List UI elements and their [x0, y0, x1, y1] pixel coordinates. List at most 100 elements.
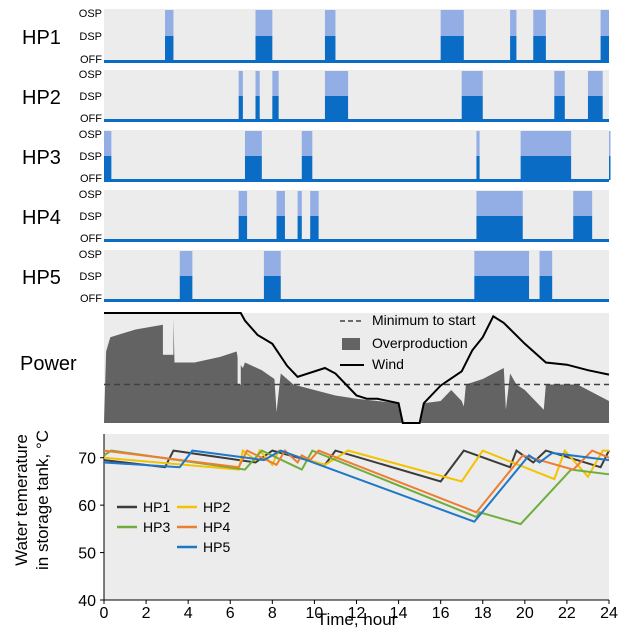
state-label-dsp: DSP — [79, 211, 102, 223]
osp-block — [324, 71, 349, 96]
hp-panel-hp4: OFF DSP OSP HP4 — [22, 189, 609, 245]
osp-block — [165, 10, 174, 36]
panel-background — [104, 70, 609, 122]
power-panel: Power Minimum to start Overproduction Wind — [20, 312, 610, 424]
series-line-hp5 — [103, 449, 610, 523]
x-axis-title: Time, hour — [317, 610, 398, 629]
state-label-dsp: DSP — [79, 91, 102, 103]
x-tick-label: 10 — [306, 605, 324, 622]
state-label-osp: OSP — [79, 249, 102, 261]
osp-block — [324, 10, 336, 36]
x-tick-label: 24 — [600, 605, 618, 622]
dsp-block — [255, 36, 273, 61]
osp-block — [539, 251, 553, 276]
x-tick-label: 12 — [348, 605, 366, 622]
osp-block — [238, 71, 243, 96]
y-tick-label: 40 — [78, 593, 96, 610]
dsp-block — [255, 96, 260, 120]
osp-block — [263, 251, 281, 276]
hp-panel-hp5: OFF DSP OSP HP5 — [22, 249, 609, 305]
legend-label: Overproduction — [372, 335, 468, 351]
state-label-off: OFF — [80, 54, 102, 66]
dsp-block — [297, 216, 302, 240]
dsp-block — [609, 156, 611, 180]
legend-label-hp1: HP1 — [143, 499, 170, 515]
osp-block — [520, 131, 572, 156]
osp-block — [255, 71, 260, 96]
dsp-block — [263, 276, 281, 300]
hp-panel-hp3: OFF DSP OSP HP3 — [22, 129, 611, 185]
y-axis-title-line1: Water temerature — [12, 434, 31, 566]
off-baseline — [104, 60, 609, 63]
y-tick-label: 70 — [78, 451, 96, 468]
state-label-osp: OSP — [79, 69, 102, 81]
state-label-off: OFF — [80, 233, 102, 245]
state-label-off: OFF — [80, 173, 102, 185]
hp-state-panels: OFF DSP OSP HP1 OFF DSP OSP HP2 OFF DSP OSP HP3 OFF D… — [22, 8, 611, 305]
y-tick-label: 60 — [78, 498, 96, 515]
hp-panel-hp2: OFF DSP OSP HP2 — [22, 69, 609, 125]
dsp-block — [244, 156, 262, 180]
series-line-hp1 — [103, 449, 610, 483]
state-label-osp: OSP — [79, 8, 102, 20]
osp-block — [276, 191, 285, 216]
osp-block — [272, 71, 279, 96]
state-label-osp: OSP — [79, 189, 102, 201]
off-baseline — [104, 299, 609, 302]
state-label-dsp: DSP — [79, 151, 102, 163]
state-label-off: OFF — [80, 293, 102, 305]
y-axis-title-line2: in storage tank, °C — [33, 430, 52, 570]
x-tick-label: 4 — [184, 605, 193, 622]
osp-block — [238, 191, 248, 216]
off-baseline — [104, 239, 609, 242]
state-label-dsp: DSP — [79, 271, 102, 283]
dsp-block — [324, 36, 336, 61]
osp-block — [476, 131, 480, 156]
osp-block — [179, 251, 193, 276]
dsp-block — [238, 96, 243, 120]
osp-block — [600, 10, 609, 36]
osp-block — [476, 191, 523, 216]
dsp-block — [238, 216, 248, 240]
osp-block — [461, 71, 483, 96]
x-tick-label: 2 — [142, 605, 151, 622]
legend-label: Wind — [372, 356, 404, 372]
y-axis-title: Water temerature in storage tank, °C — [12, 430, 52, 570]
osp-block — [609, 131, 611, 156]
overproduction-gap — [237, 313, 241, 385]
dsp-block — [510, 36, 517, 61]
legend-swatch-overproduction — [342, 338, 360, 350]
dsp-block — [476, 216, 523, 240]
off-baseline — [104, 179, 609, 182]
legend-label: Minimum to start — [372, 312, 476, 328]
x-tick-label: 6 — [226, 605, 235, 622]
series-line-hp4 — [103, 449, 610, 514]
dsp-block — [539, 276, 553, 300]
dsp-block — [310, 216, 319, 240]
hp-title: HP5 — [22, 267, 61, 289]
dsp-block — [324, 96, 349, 120]
dsp-block — [301, 156, 313, 180]
state-label-dsp: DSP — [79, 31, 102, 43]
overproduction-gap — [186, 313, 195, 355]
osp-block — [474, 251, 530, 276]
hp-title: HP3 — [22, 147, 61, 169]
legend-label-hp4: HP4 — [203, 519, 230, 535]
dsp-block — [165, 36, 174, 61]
dsp-block — [554, 96, 565, 120]
dsp-block — [272, 96, 279, 120]
hp-title: HP1 — [22, 27, 61, 49]
panel-background — [104, 190, 609, 242]
overproduction-area — [104, 318, 609, 423]
dsp-block — [587, 96, 603, 120]
state-label-osp: OSP — [79, 129, 102, 141]
wind-line — [104, 312, 610, 424]
overproduction-gap — [162, 313, 174, 355]
osp-block — [554, 71, 565, 96]
x-tick-label: 16 — [432, 605, 450, 622]
osp-block — [301, 131, 313, 156]
osp-block — [533, 10, 546, 36]
x-tick-label: 18 — [474, 605, 492, 622]
dsp-block — [600, 36, 609, 61]
